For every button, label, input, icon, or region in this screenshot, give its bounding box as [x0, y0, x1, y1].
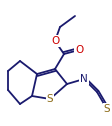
Text: S: S — [47, 94, 53, 104]
Text: O: O — [51, 36, 59, 46]
Text: S: S — [104, 104, 110, 114]
Text: O: O — [75, 45, 83, 55]
Text: N: N — [80, 74, 88, 84]
